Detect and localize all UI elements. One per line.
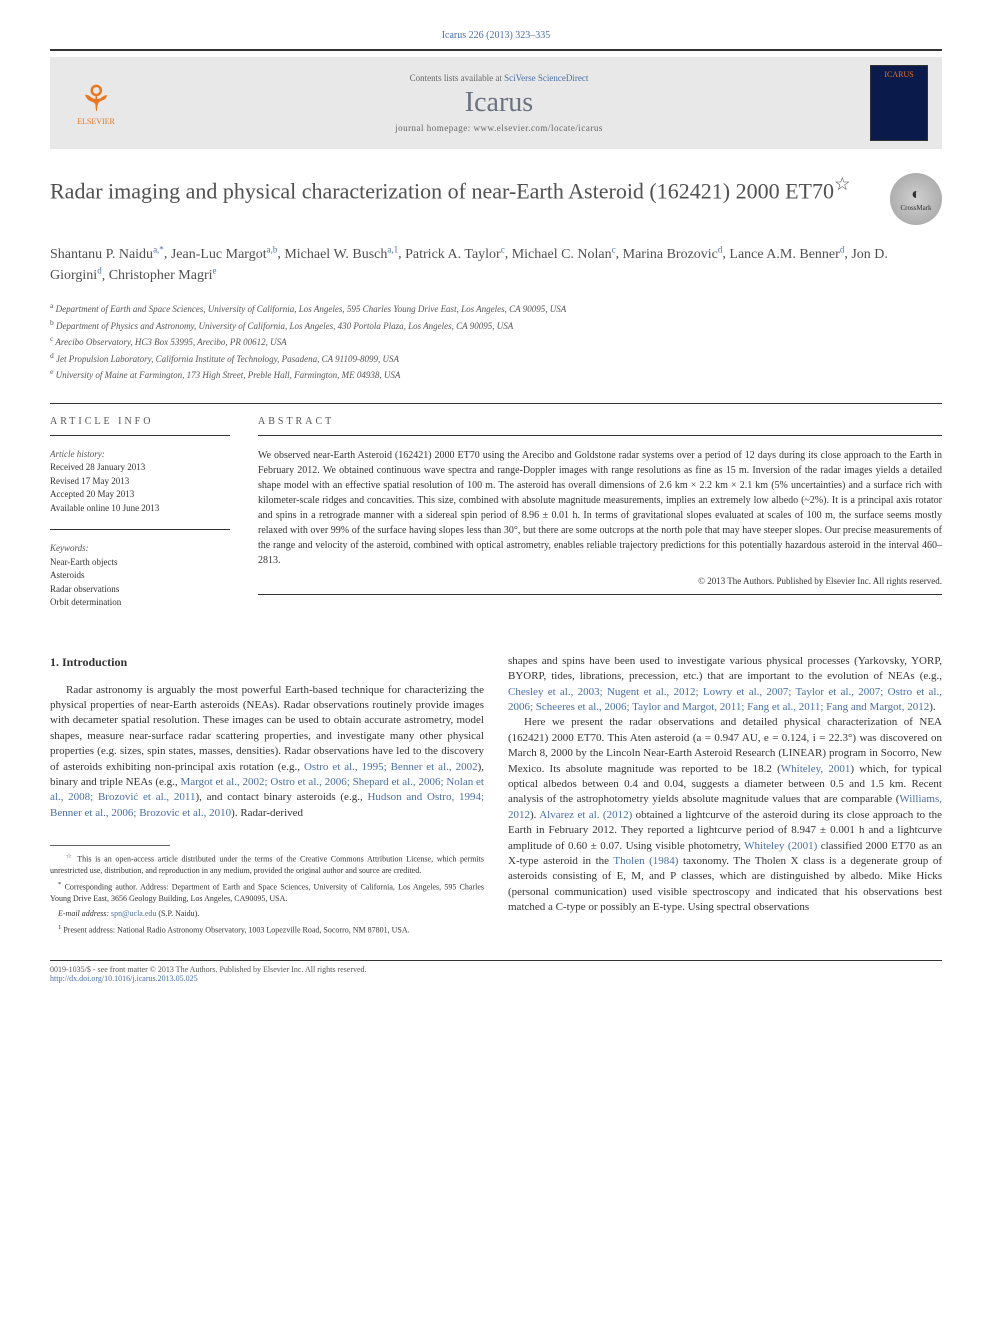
crossmark-label: CrossMark xyxy=(900,204,931,212)
footnote-text: Corresponding author. Address: Departmen… xyxy=(50,883,484,903)
crossmark-badge[interactable]: ◐ CrossMark xyxy=(890,173,942,225)
right-column: shapes and spins have been used to inves… xyxy=(508,654,942,940)
affiliation: a Department of Earth and Space Sciences… xyxy=(50,300,942,317)
keywords-label: Keywords: xyxy=(50,542,230,556)
article-title: Radar imaging and physical characterizat… xyxy=(50,173,870,206)
footnote-star: ☆ This is an open-access article distrib… xyxy=(50,852,484,876)
footnote-text: This is an open-access article distribut… xyxy=(50,855,484,875)
article-info-heading: ARTICLE INFO xyxy=(50,416,230,427)
article-history-block: Article history: Received 28 January 201… xyxy=(50,448,230,516)
keyword: Asteroids xyxy=(50,569,230,583)
keyword: Orbit determination xyxy=(50,596,230,610)
header-rule xyxy=(50,49,942,51)
title-text: Radar imaging and physical characterizat… xyxy=(50,178,834,203)
article-info-column: ARTICLE INFO Article history: Received 2… xyxy=(50,416,230,624)
history-line: Accepted 20 May 2013 xyxy=(50,488,230,502)
journal-name: Icarus xyxy=(128,87,870,119)
text-span: ). Radar-derived xyxy=(231,807,303,819)
publisher-name: ELSEVIER xyxy=(77,117,115,126)
author: Michael W. Buscha,1 xyxy=(284,247,398,262)
title-footnote-mark: ☆ xyxy=(834,174,850,194)
citation-link[interactable]: Whiteley (2001) xyxy=(744,840,817,852)
authors-list: Shantanu P. Naidua,*, Jean-Luc Margota,b… xyxy=(50,243,942,286)
section-rule xyxy=(50,403,942,404)
affiliation: b Department of Physics and Astronomy, U… xyxy=(50,317,942,334)
header-bar: ⚘ ELSEVIER Contents lists available at S… xyxy=(50,57,942,149)
citation-link[interactable]: Whiteley, 2001 xyxy=(781,763,851,775)
info-abstract-row: ARTICLE INFO Article history: Received 2… xyxy=(50,416,942,624)
abstract-heading: ABSTRACT xyxy=(258,416,942,427)
title-section: Radar imaging and physical characterizat… xyxy=(50,173,942,225)
text-span: ). xyxy=(530,809,539,821)
text-span: Radar astronomy is arguably the most pow… xyxy=(50,684,484,773)
abstract-column: ABSTRACT We observed near-Earth Asteroid… xyxy=(258,416,942,624)
citation-link[interactable]: Ostro et al., 1995; Benner et al., 2002 xyxy=(304,761,478,773)
keyword: Radar observations xyxy=(50,583,230,597)
email-label: E-mail address: xyxy=(58,909,109,918)
affiliations-list: a Department of Earth and Space Sciences… xyxy=(50,300,942,383)
history-line: Received 28 January 2013 xyxy=(50,461,230,475)
left-column: 1. Introduction Radar astronomy is argua… xyxy=(50,654,484,940)
footnote-corresponding: * Corresponding author. Address: Departm… xyxy=(50,880,484,904)
citation-link[interactable]: Alvarez et al. (2012) xyxy=(539,809,632,821)
journal-reference: Icarus 226 (2013) 323–335 xyxy=(50,30,942,41)
footnote-rule xyxy=(50,845,170,846)
author: Patrick A. Taylorc xyxy=(405,247,505,262)
contents-text: Contents lists available at xyxy=(410,73,502,83)
history-label: Article history: xyxy=(50,448,230,462)
abstract-rule xyxy=(258,435,942,436)
footnotes: ☆ This is an open-access article distrib… xyxy=(50,852,484,936)
intro-para-3: Here we present the radar observations a… xyxy=(508,715,942,915)
elsevier-tree-icon: ⚘ xyxy=(80,81,112,117)
affiliation: d Jet Propulsion Laboratory, California … xyxy=(50,350,942,367)
author: Marina Brozovicd xyxy=(623,247,723,262)
affiliation: e University of Maine at Farmington, 173… xyxy=(50,366,942,383)
contents-line: Contents lists available at SciVerse Sci… xyxy=(128,73,870,83)
cover-label: ICARUS xyxy=(884,70,913,79)
keyword: Near-Earth objects xyxy=(50,556,230,570)
footnote-text: Present address: National Radio Astronom… xyxy=(63,926,409,935)
footer-rule xyxy=(50,960,942,961)
homepage-line: journal homepage: www.elsevier.com/locat… xyxy=(128,123,870,133)
elsevier-logo: ⚘ ELSEVIER xyxy=(64,67,128,139)
introduction-heading: 1. Introduction xyxy=(50,654,484,671)
intro-para-1: Radar astronomy is arguably the most pow… xyxy=(50,683,484,822)
header-center: Contents lists available at SciVerse Sci… xyxy=(128,73,870,133)
author: Christopher Magrie xyxy=(109,268,217,283)
author: Shantanu P. Naidua,* xyxy=(50,247,164,262)
email-link[interactable]: spn@ucla.edu xyxy=(111,909,156,918)
abstract-text: We observed near-Earth Asteroid (162421)… xyxy=(258,448,942,568)
text-span: shapes and spins have been used to inves… xyxy=(508,655,942,682)
footnote-present-address: 1 Present address: National Radio Astron… xyxy=(50,923,484,936)
author: Michael C. Nolanc xyxy=(512,247,616,262)
sciencedirect-link[interactable]: SciVerse ScienceDirect xyxy=(504,73,588,83)
author: Jean-Luc Margota,b xyxy=(171,247,278,262)
citation-link[interactable]: Tholen (1984) xyxy=(613,855,678,867)
crossmark-icon: ◐ xyxy=(911,186,921,204)
footer-copyright: 0019-1035/$ - see front matter © 2013 Th… xyxy=(50,965,942,974)
text-span: ). xyxy=(929,701,935,713)
journal-cover-thumbnail: ICARUS xyxy=(870,65,928,141)
text-span: ), and contact binary asteroids (e.g., xyxy=(195,791,367,803)
abstract-end-rule xyxy=(258,594,942,595)
history-line: Available online 10 June 2013 xyxy=(50,502,230,516)
footnote-email: E-mail address: spn@ucla.edu (S.P. Naidu… xyxy=(50,908,484,919)
abstract-copyright: © 2013 The Authors. Published by Elsevie… xyxy=(258,576,942,586)
email-author: (S.P. Naidu). xyxy=(158,909,199,918)
info-rule xyxy=(50,435,230,436)
intro-para-2: shapes and spins have been used to inves… xyxy=(508,654,942,716)
history-line: Revised 17 May 2013 xyxy=(50,475,230,489)
author: Lance A.M. Bennerd xyxy=(729,247,844,262)
main-content: 1. Introduction Radar astronomy is argua… xyxy=(50,654,942,940)
keywords-block: Keywords: Near-Earth objectsAsteroidsRad… xyxy=(50,542,230,610)
doi-link[interactable]: http://dx.doi.org/10.1016/j.icarus.2013.… xyxy=(50,974,198,983)
footer-doi: http://dx.doi.org/10.1016/j.icarus.2013.… xyxy=(50,974,942,983)
citation-link[interactable]: Chesley et al., 2003; Nugent et al., 201… xyxy=(508,686,942,713)
affiliation: c Arecibo Observatory, HC3 Box 53995, Ar… xyxy=(50,333,942,350)
info-rule-2 xyxy=(50,529,230,530)
